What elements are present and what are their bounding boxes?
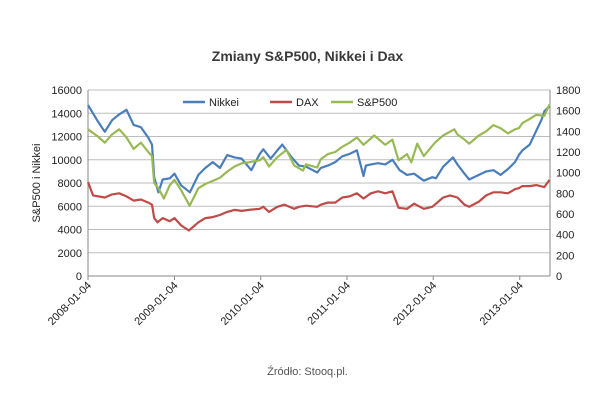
x-tick-label: 2009-01-04 xyxy=(132,280,180,328)
y-left-tick-label: 4000 xyxy=(58,225,82,237)
y-left-tick-label: 10000 xyxy=(51,155,82,167)
legend-label: DAX xyxy=(296,97,319,109)
legend-label: S&P500 xyxy=(357,97,397,109)
y-left-tick-label: 2000 xyxy=(58,248,82,260)
y-left-tick-label: 0 xyxy=(76,271,82,283)
y-right-tick-label: 800 xyxy=(556,188,574,200)
y-right-tick-label: 1600 xyxy=(556,106,580,118)
series-line-sp500 xyxy=(87,104,551,207)
y-left-tick-label: 14000 xyxy=(51,108,82,120)
x-tick-label: 2012-01-04 xyxy=(391,280,439,328)
chart-title: Zmiany S&P500, Nikkei i Dax xyxy=(211,48,404,64)
x-tick-label: 2010-01-04 xyxy=(219,280,267,328)
y-left-tick-label: 8000 xyxy=(58,178,82,190)
y-right-tick-label: 400 xyxy=(556,230,574,242)
y-left-tick-label: 6000 xyxy=(58,201,82,213)
x-tick-label: 2013-01-04 xyxy=(478,280,526,328)
y-right-tick-label: 1800 xyxy=(556,85,580,97)
series-line-nikkei xyxy=(87,104,551,194)
legend-label: Nikkei xyxy=(209,97,239,109)
y-right-tick-label: 1000 xyxy=(556,168,580,180)
y-right-tick-label: 1200 xyxy=(556,147,580,159)
y-axis-label: S&P500 i Nikkei xyxy=(31,144,43,223)
y-right-tick-label: 1400 xyxy=(556,126,580,138)
x-tick-label: 2011-01-04 xyxy=(305,280,353,328)
y-right-tick-label: 0 xyxy=(556,271,562,283)
y-left-tick-label: 12000 xyxy=(51,132,82,144)
y-left-tick-label: 16000 xyxy=(51,85,82,97)
y-right-tick-label: 200 xyxy=(556,250,574,262)
y-right-tick-label: 600 xyxy=(556,209,574,221)
source-note: Źródło: Stooq.pl. xyxy=(267,366,348,378)
x-tick-label: 2008-01-04 xyxy=(46,280,94,328)
series-line-dax xyxy=(86,179,551,232)
